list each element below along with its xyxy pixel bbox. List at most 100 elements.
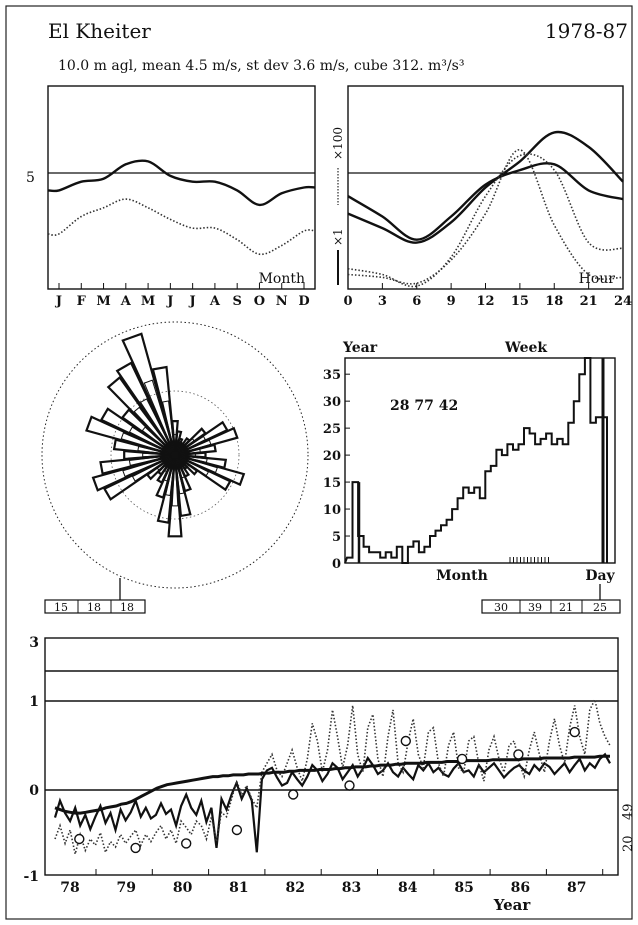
day-box-value: 30 [494,601,508,614]
yearly-x-label: Year [493,896,532,914]
diurnal-x-tick-label: 18 [545,294,563,309]
monthly-series [47,159,316,256]
rose-sector-inner [131,454,176,482]
rose-sector-inner [174,454,190,468]
yearly-annual-mean-marker [513,749,524,760]
histogram-y-tick-label: 20 [323,449,341,464]
diurnal-x-ticks: 0 3 6 9 12 15 18 21 24 [343,283,632,309]
yearly-x-tick-label: 81 [229,880,248,896]
histogram-y-tick-label: 0 [332,557,341,572]
histogram-bar [557,439,563,563]
histogram-bar [447,520,453,563]
yearly-y-tick-label: 0 [29,783,39,799]
histogram-bar [563,444,569,563]
histogram-bar [524,428,530,563]
rose-sector-inner [174,454,218,474]
histogram-bar [546,434,552,564]
rose-sector-inner [174,435,206,456]
histogram-x-label: Month [436,568,488,584]
rose-sector-inner [174,454,208,463]
histogram-minor-ticks [509,557,549,563]
page-border [5,5,633,920]
histogram-bar [419,552,425,563]
yearly-annual-mean-marker [456,753,468,765]
rose-sector-inner [174,448,201,456]
monthly-x-tick-label: J [166,294,173,309]
day-box-value: 25 [593,601,607,614]
scale-x1-label: ×1 [331,228,345,246]
monthly-x-tick-label: N [276,294,288,309]
yearly-annual-mean-marker [180,838,192,849]
yearly-grid [45,670,618,791]
monthly-y-tick: 5 [26,170,35,186]
rose-sector-inner [156,454,176,471]
monthly-x-tick-label: M [141,294,155,309]
yearly-x-tick-label: 87 [567,880,586,896]
wind-rose-panel: 15 18 18 [41,321,309,614]
yearly-panel: -1 0 1 3 78 79 80 81 82 83 84 85 86 87 Year 49 20 [23,635,636,914]
yearly-x-tick-label: 80 [173,880,193,896]
diurnal-x-tick-label: 15 [511,294,529,309]
rose-sector-inner [120,432,176,456]
diurnal-corner-label: Hour [579,271,616,287]
rose-center-dot [171,451,179,459]
yearly-y-tick-label: 3 [29,635,39,651]
rose-sector-inner [174,437,195,456]
rose-sector-inner [174,453,196,457]
yearly-x-tick-label: 79 [117,880,136,896]
rose-outer-circle [41,321,309,589]
rose-sector-inner [137,445,176,456]
histogram-bar [552,444,558,563]
monthly-x-tick-label: M [96,294,110,309]
diurnal-scale-legend: ×100 ×1 [331,127,345,285]
monthly-x-tick-label: O [254,294,265,309]
diurnal-x-tick-label: 21 [580,294,598,309]
monthly-series-line-solid [47,159,316,207]
histogram-y-tick-label: 35 [323,368,341,383]
histogram-day-label: Day [585,568,615,584]
histogram-bar [579,374,585,563]
monthly-corner-label: Month [259,271,305,287]
monthly-x-tick-label: A [120,294,132,309]
histogram-left-title: Year [342,340,378,356]
yearly-series [53,697,611,855]
monthly-x-tick-label: J [55,294,62,309]
yearly-x-tick-label: 86 [511,880,530,896]
day-box-value: 39 [528,601,542,614]
rose-sectors [85,332,246,538]
monthly-x-tick-label: S [232,294,241,309]
rose-sector-inner [133,406,176,456]
diurnal-series-line-solid [347,162,624,241]
histogram-bar [519,444,525,563]
period-title: 1978-87 [545,19,628,43]
scale-x100-label: ×100 [331,127,345,160]
yearly-y-tick-label: 1 [29,694,39,710]
yearly-annual-mean-marker [344,780,355,791]
histogram-y-tick-label: 25 [323,422,341,437]
yearly-y-tick-label: -1 [23,869,39,885]
histogram-step-outline [344,357,608,564]
rose-sector-inner [173,434,177,456]
monthly-series-line-dotted [47,198,316,256]
histogram-bar [574,401,580,563]
monthly-x-tick-label: A [209,294,221,309]
rose-sector-inner [165,454,176,497]
rose-mid-circle [110,390,240,520]
speed-box-value: 18 [120,601,134,614]
diurnal-x-tick-label: 9 [447,294,456,309]
diurnal-panel: Hour 0 3 6 9 12 15 18 21 24 ×100 ×1 [331,85,632,309]
histogram-bar [535,444,541,563]
histogram-bars [344,357,608,564]
diurnal-series-line-solid [347,130,624,244]
speed-box-value: 15 [54,601,68,614]
rose-sector-inner [164,454,176,473]
histogram-bar [491,466,497,563]
histogram-y-ticks: 0 5 10 15 20 25 30 35 [323,368,350,572]
rose-sector-inner [128,426,176,456]
rose-sector-inner [141,426,176,456]
diurnal-x-tick-label: 0 [343,294,352,309]
rose-sector-inner [128,454,176,467]
